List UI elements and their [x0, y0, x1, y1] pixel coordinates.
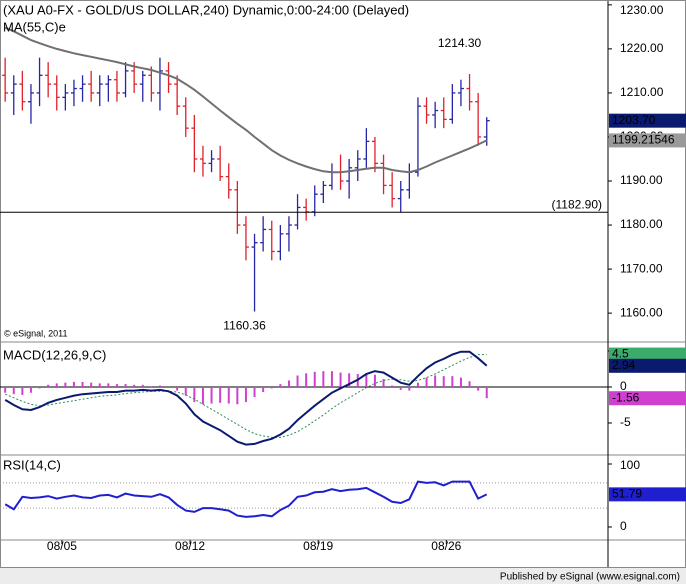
level-label: (1182.90) [552, 197, 602, 211]
y-tick-label: 1210.00 [620, 85, 664, 99]
legend-entry: MA(55,C)e [3, 19, 66, 34]
histogram-bar [434, 375, 437, 387]
last-value-box [609, 487, 686, 502]
last-value-label: 2.94 [612, 358, 636, 372]
histogram-bar [98, 383, 101, 387]
histogram-bar [322, 371, 325, 387]
series-line [4, 350, 488, 446]
histogram-bar [90, 382, 93, 387]
histogram-bar [279, 384, 282, 387]
last-value-box [609, 391, 686, 406]
histogram-bar [382, 379, 385, 387]
histogram-bar [210, 386, 213, 404]
y-tick-label: 0 [620, 519, 627, 533]
last-value-label: 1199.21546 [612, 133, 675, 147]
footer-bar [0, 568, 686, 584]
last-value-label: 1203.70 [612, 113, 656, 127]
histogram-bar [227, 386, 230, 404]
panel-title: MACD(12,26,9,C) [3, 347, 106, 362]
series-line [5, 354, 487, 438]
histogram-bar [124, 384, 127, 387]
histogram-bar [287, 380, 290, 387]
histogram-bar [416, 382, 419, 387]
histogram-bar [270, 386, 273, 389]
histogram-bar [47, 384, 50, 387]
histogram-bar [21, 386, 24, 395]
histogram-bar [141, 384, 144, 387]
y-tick-label: 1230.00 [620, 3, 664, 17]
histogram-bar [459, 377, 462, 387]
y-tick-label: 0 [620, 379, 627, 393]
last-value-box [609, 133, 686, 148]
x-tick-label: 08/19 [303, 539, 333, 553]
histogram-bar [399, 386, 402, 390]
histogram-bar [442, 376, 445, 387]
histogram-bar [373, 374, 376, 387]
histogram-bar [468, 381, 471, 387]
footer: Published by eSignal (www.esignal.com) [500, 572, 680, 583]
copyright: © eSignal, 2011 [4, 328, 68, 338]
annotation: 1214.30 [438, 36, 482, 50]
y-tick-label: 1160.00 [620, 305, 663, 319]
x-tick-label: 08/05 [47, 539, 77, 553]
histogram-bar [115, 384, 118, 387]
histogram-bar [451, 376, 454, 387]
histogram-bar [72, 381, 75, 387]
histogram-bar [176, 386, 179, 391]
y-tick-label: 1190.00 [620, 173, 663, 187]
histogram-bar [4, 386, 7, 393]
histogram-bar [219, 386, 222, 403]
histogram-bar [253, 386, 256, 398]
histogram-bar [477, 386, 480, 391]
histogram-bar [81, 381, 84, 387]
y-tick-label: -5 [620, 415, 631, 429]
y-tick-label: 1220.00 [620, 41, 664, 55]
histogram-bar [29, 386, 32, 393]
last-value-box [609, 113, 686, 128]
x-tick-label: 08/26 [431, 539, 461, 553]
last-value-box [609, 358, 686, 373]
x-tick-label: 08/12 [175, 539, 205, 553]
histogram-bar [133, 384, 136, 387]
histogram-bar [158, 385, 161, 387]
panel-title: RSI(14,C) [3, 457, 61, 472]
histogram-bar [244, 386, 247, 403]
last-value-label: 4.5 [612, 347, 629, 361]
histogram-bar [150, 386, 153, 387]
histogram-bar [330, 371, 333, 387]
y-tick-label: 100 [620, 458, 640, 472]
histogram-bar [391, 385, 394, 387]
annotation: 1160.36 [223, 319, 266, 333]
panel-title: (XAU A0-FX - GOLD/US DOLLAR,240) Dynamic… [3, 2, 409, 17]
last-value-label: 51.79 [612, 487, 642, 501]
y-tick-label: 1180.00 [620, 217, 663, 231]
histogram-bar [201, 386, 204, 405]
histogram-bar [348, 373, 351, 387]
histogram-bar [313, 371, 316, 387]
histogram-bar [425, 377, 428, 387]
histogram-bar [305, 373, 308, 387]
histogram-bar [184, 386, 187, 396]
histogram-bar [408, 386, 411, 391]
histogram-bar [55, 383, 58, 387]
histogram-bar [339, 372, 342, 387]
histogram-bar [12, 386, 15, 395]
histogram-bar [107, 383, 110, 387]
histogram-bar [236, 386, 239, 405]
last-value-box [609, 347, 686, 362]
last-value-label: -1.56 [612, 390, 640, 404]
histogram-bar [262, 386, 265, 393]
histogram-bar [365, 373, 368, 387]
histogram-bar [64, 382, 67, 387]
series-line [4, 26, 488, 174]
histogram-bar [296, 375, 299, 387]
y-tick-label: 1170.00 [620, 261, 663, 275]
histogram-bar [38, 386, 41, 389]
series-line [4, 480, 488, 518]
histogram-bar [193, 386, 196, 403]
histogram-bar [485, 386, 488, 399]
